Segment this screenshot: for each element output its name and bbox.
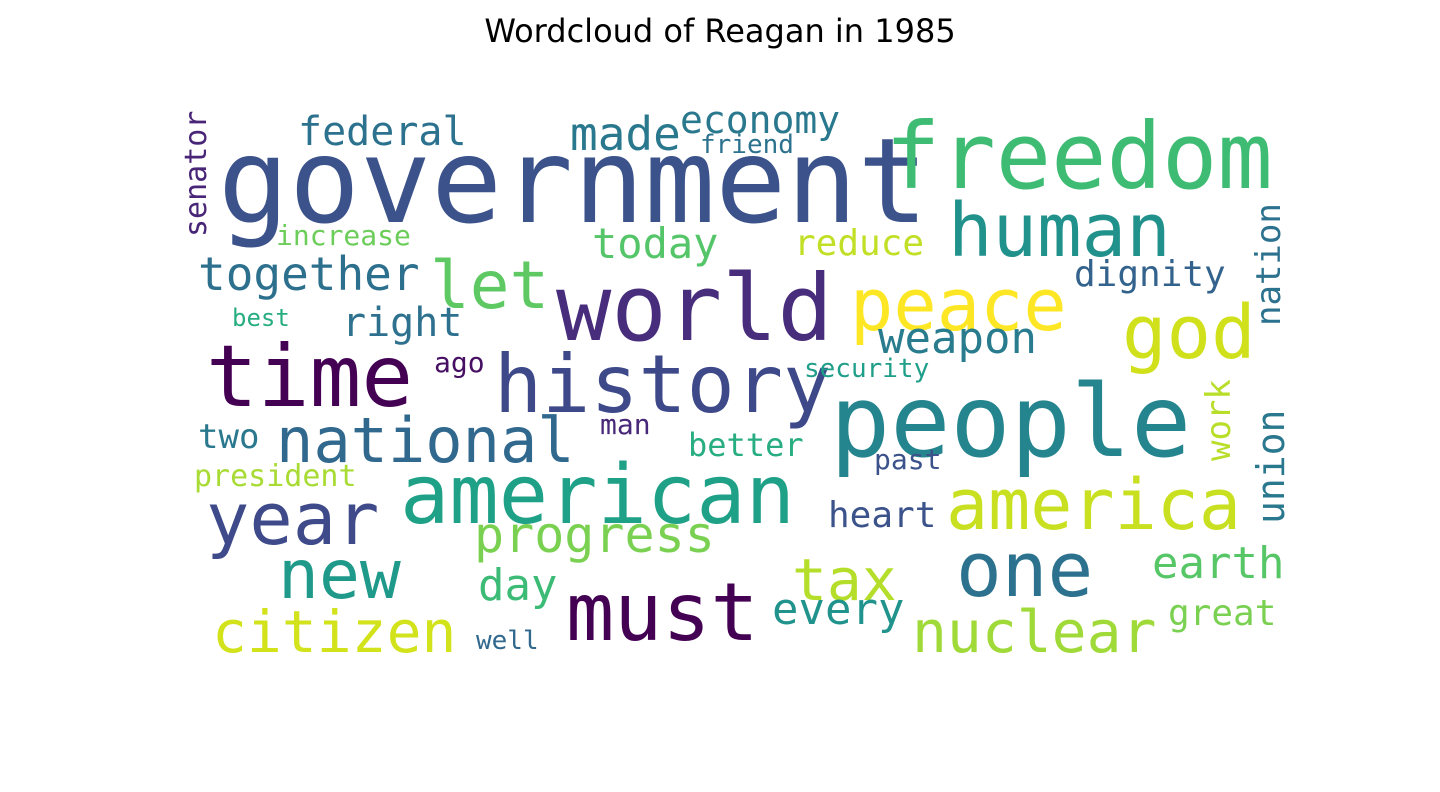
- word-history: history: [494, 338, 831, 431]
- word-national: national: [276, 404, 575, 477]
- word-increase: increase: [276, 219, 411, 252]
- word-reduce: reduce: [794, 223, 924, 264]
- word-man: man: [600, 408, 651, 441]
- word-well: well: [476, 626, 539, 656]
- word-best: best: [232, 304, 290, 332]
- word-friend: friend: [700, 130, 794, 160]
- word-american: american: [400, 448, 795, 543]
- word-year: year: [206, 477, 379, 561]
- word-made: made: [570, 107, 681, 161]
- word-peace: peace: [850, 263, 1067, 347]
- word-senator: senator: [179, 111, 214, 237]
- word-dignity: dignity: [1074, 254, 1226, 295]
- word-day: day: [478, 560, 557, 611]
- word-god: god: [1122, 290, 1256, 376]
- word-tax: tax: [792, 546, 897, 614]
- word-today: today: [592, 219, 718, 268]
- word-earth: earth: [1152, 538, 1284, 589]
- word-past: past: [874, 443, 941, 476]
- word-people: people: [830, 363, 1191, 480]
- chart-title: Wordcloud of Reagan in 1985: [484, 12, 956, 50]
- word-time: time: [206, 327, 413, 427]
- word-freedom: freedom: [885, 103, 1273, 210]
- word-citizen: citizen: [212, 598, 456, 666]
- word-together: together: [198, 247, 420, 301]
- word-new: new: [278, 536, 401, 615]
- word-ago: ago: [434, 346, 485, 379]
- word-every: every: [772, 584, 904, 635]
- word-federal: federal: [298, 109, 467, 155]
- word-let: let: [430, 247, 549, 324]
- word-economy: economy: [680, 98, 840, 142]
- word-security: security: [804, 354, 929, 384]
- word-nuclear: nuclear: [912, 598, 1156, 666]
- word-weapon: weapon: [878, 313, 1037, 364]
- word-great: great: [1168, 593, 1276, 634]
- word-government: government: [218, 112, 928, 250]
- word-america: america: [946, 464, 1241, 546]
- word-must: must: [566, 566, 759, 659]
- word-better: better: [688, 426, 804, 464]
- word-two: two: [198, 417, 259, 457]
- word-one: one: [956, 525, 1093, 614]
- word-heart: heart: [828, 495, 936, 536]
- word-right: right: [342, 300, 462, 346]
- word-human: human: [948, 188, 1171, 274]
- word-world: world: [556, 255, 833, 362]
- word-nation: nation: [1249, 203, 1289, 326]
- word-work: work: [1199, 379, 1239, 461]
- word-president: president: [194, 459, 357, 494]
- word-progress: progress: [474, 506, 715, 564]
- word-union: union: [1249, 410, 1293, 524]
